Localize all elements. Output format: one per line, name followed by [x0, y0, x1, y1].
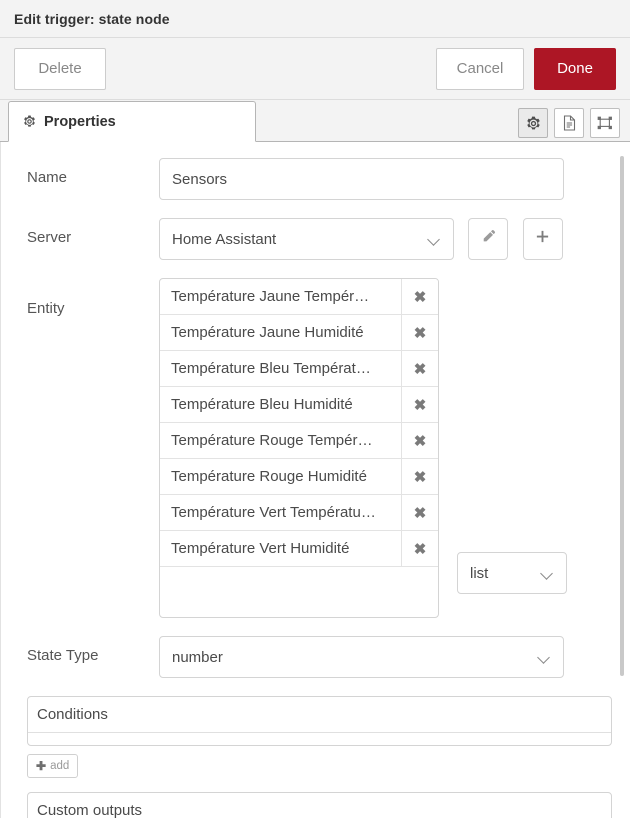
tab-properties[interactable]: Properties	[8, 101, 256, 142]
dialog-action-bar: Delete Cancel Done	[0, 38, 630, 100]
tab-tool-buttons	[518, 108, 620, 138]
name-label: Name	[27, 169, 68, 186]
entity-match-type-wrap: list	[457, 278, 567, 594]
close-x-icon[interactable]: ✖	[402, 423, 438, 458]
entity-item-label: Température Vert Humidité	[171, 540, 350, 557]
tab-bar: Properties	[0, 100, 630, 142]
entity-new-entry-wrap	[160, 567, 438, 617]
action-bar-right-group: Cancel Done	[436, 47, 616, 90]
entity-controls: Température Jaune Tempér… ✖ Température …	[159, 278, 567, 618]
close-x-icon[interactable]: ✖	[402, 459, 438, 494]
custom-outputs-section-title: Custom outputs	[28, 793, 611, 818]
server-select[interactable]: Home Assistant	[159, 218, 454, 260]
cancel-button[interactable]: Cancel	[436, 47, 524, 90]
entity-list-item[interactable]: Température Rouge Tempér… ✖	[160, 423, 438, 459]
form-row-server: Server Home Assistant	[27, 218, 612, 260]
entity-item-label: Température Jaune Tempér…	[171, 288, 370, 305]
close-x-icon[interactable]: ✖	[402, 279, 438, 314]
dialog-body: Name Server Home Assistant	[0, 142, 630, 818]
entity-list-item[interactable]: Température Bleu Humidité ✖	[160, 387, 438, 423]
server-label: Server	[27, 229, 72, 246]
state-type-label: State Type	[27, 647, 99, 664]
custom-outputs-section: Custom outputs	[27, 792, 612, 818]
add-server-button[interactable]	[522, 218, 563, 260]
entity-match-type-select[interactable]: list	[457, 552, 567, 594]
dialog-title: Edit trigger: state node	[14, 10, 170, 27]
entity-item-label: Température Rouge Humidité	[171, 468, 367, 485]
tab-properties-label: Properties	[44, 113, 116, 130]
entity-list-item[interactable]: Température Jaune Tempér… ✖	[160, 279, 438, 315]
entity-match-type-select-wrap: list	[457, 552, 567, 594]
entity-label: Entity	[27, 300, 65, 317]
entity-item-label: Température Vert Températu…	[171, 504, 376, 521]
properties-form: Name Server Home Assistant	[1, 142, 630, 678]
dialog-titlebar: Edit trigger: state node	[0, 0, 630, 38]
entity-new-entry-row[interactable]	[160, 567, 438, 617]
conditions-section-title: Conditions	[28, 697, 611, 733]
close-x-icon[interactable]: ✖	[402, 387, 438, 422]
entity-item-text-wrap: Température Rouge Tempér…	[160, 423, 402, 458]
entity-list-item[interactable]: Température Bleu Températ… ✖	[160, 351, 438, 387]
appearance-layout-icon[interactable]	[590, 108, 620, 138]
description-document-icon[interactable]	[554, 108, 584, 138]
entity-item-text-wrap: Température Jaune Tempér…	[160, 279, 402, 314]
plus-icon	[535, 229, 550, 249]
close-x-icon[interactable]: ✖	[402, 495, 438, 530]
plus-icon: ✚	[36, 759, 47, 773]
form-row-entity: Entity Température Jaune Tempér… ✖ Tempé…	[27, 278, 612, 618]
pencil-icon	[481, 229, 496, 249]
done-button[interactable]: Done	[534, 47, 616, 90]
close-x-icon[interactable]: ✖	[402, 531, 438, 566]
conditions-add-button[interactable]: ✚ add	[27, 754, 79, 778]
entity-item-text-wrap: Température Jaune Humidité	[160, 315, 402, 350]
entity-item-label: Température Jaune Humidité	[171, 324, 364, 341]
entity-item-text-wrap: Température Bleu Températ…	[160, 351, 402, 386]
body-vertical-scrollbar[interactable]	[620, 156, 624, 676]
state-type-select-wrap: number	[159, 636, 564, 678]
properties-gear-icon[interactable]	[518, 108, 548, 138]
conditions-section: Conditions	[27, 696, 612, 746]
server-controls: Home Assistant	[159, 218, 563, 260]
entity-item-label: Température Rouge Tempér…	[171, 432, 373, 449]
form-row-state-type: State Type number	[27, 636, 612, 678]
entity-list-item[interactable]: Température Jaune Humidité ✖	[160, 315, 438, 351]
conditions-add-label: add	[50, 760, 70, 772]
entity-item-text-wrap: Température Bleu Humidité	[160, 387, 402, 422]
name-input[interactable]	[159, 158, 564, 200]
close-x-icon[interactable]: ✖	[402, 315, 438, 350]
close-x-icon[interactable]: ✖	[402, 351, 438, 386]
delete-button[interactable]: Delete	[14, 47, 106, 90]
entity-item-text-wrap: Température Rouge Humidité	[160, 459, 402, 494]
entity-list-item[interactable]: Température Vert Températu… ✖	[160, 495, 438, 531]
conditions-section-body	[28, 733, 611, 745]
gear-icon	[23, 115, 36, 128]
edit-server-button[interactable]	[468, 218, 509, 260]
entity-list-item[interactable]: Température Rouge Humidité ✖	[160, 459, 438, 495]
state-type-select[interactable]: number	[159, 636, 564, 678]
entity-list-item[interactable]: Température Vert Humidité ✖	[160, 531, 438, 567]
entity-list: Température Jaune Tempér… ✖ Température …	[159, 278, 439, 618]
entity-item-label: Température Bleu Températ…	[171, 360, 371, 377]
entity-item-text-wrap: Température Vert Températu…	[160, 495, 402, 530]
server-select-wrap: Home Assistant	[159, 218, 454, 260]
form-row-name: Name	[27, 158, 612, 200]
entity-item-label: Température Bleu Humidité	[171, 396, 353, 413]
entity-item-text-wrap: Température Vert Humidité	[160, 531, 402, 566]
